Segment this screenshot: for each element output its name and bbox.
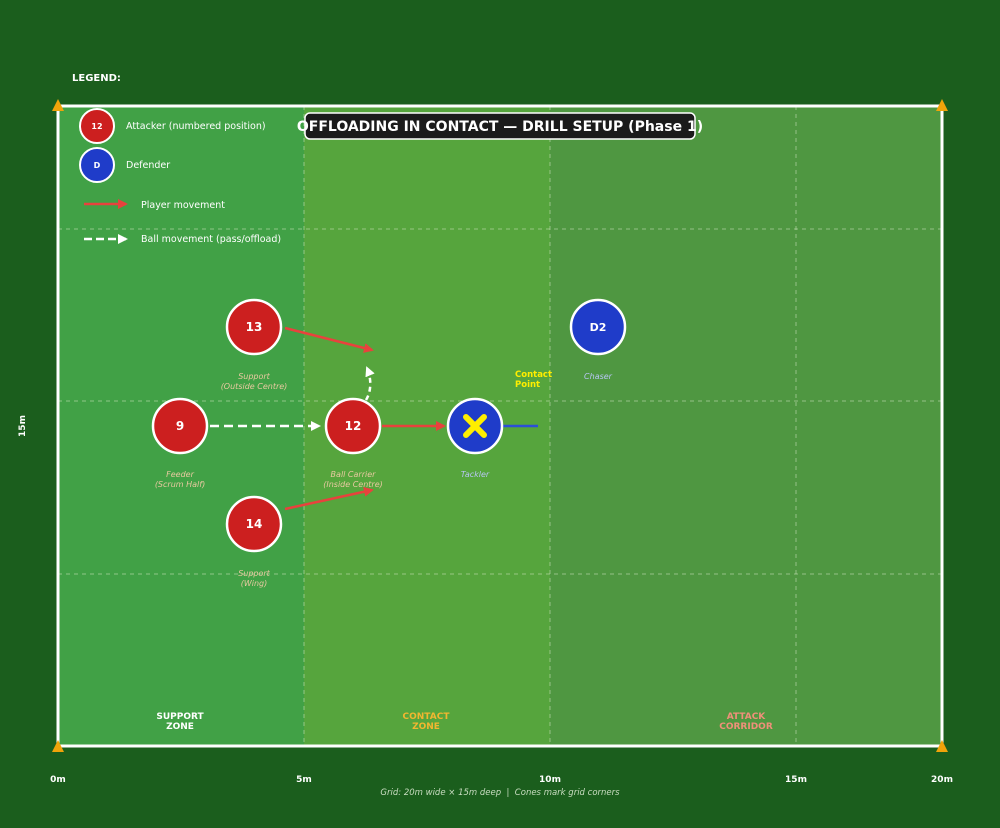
legend-defender-label: Defender: [126, 160, 170, 171]
player-9: [151, 397, 209, 455]
support-zone-label-line2: ZONE: [166, 722, 194, 732]
defender-d2: [569, 298, 627, 356]
grid-lines: [58, 106, 942, 746]
player-12-number: 12: [345, 419, 362, 433]
attack-corridor-label-line2: CORRIDOR: [719, 722, 773, 732]
corner-cones: [52, 99, 948, 752]
y-axis-label: 15m: [18, 415, 28, 437]
player-13: [225, 298, 283, 356]
cone-top-right-icon: [936, 99, 948, 111]
attack-corridor-label: ATTACK: [727, 712, 767, 722]
defender-d2-number: D2: [590, 321, 607, 334]
support-zone-label: SUPPORT: [156, 712, 204, 722]
cone-top-left-icon: [52, 99, 64, 111]
legend-player-movement-label: Player movement: [141, 200, 225, 211]
cone-bottom-right-icon: [936, 740, 948, 752]
player-13-number: 13: [246, 320, 263, 334]
grid-footnote: Grid: 20m wide × 15m deep | Cones mark g…: [380, 788, 620, 798]
player-12-role: Ball Carrier: [331, 470, 377, 479]
contact-zone-label-line2: ZONE: [412, 722, 440, 732]
player-9-number: 9: [176, 419, 184, 433]
legend-attacker-icon: [79, 108, 115, 144]
x-tick-20: 20m: [931, 775, 953, 785]
tackler-role: Tackler: [461, 470, 490, 479]
player-9-role-detail: (Scrum Half): [155, 480, 205, 489]
player-14-number: 14: [246, 517, 263, 531]
player-9-role: Feeder: [166, 470, 194, 479]
p13-movement-arrow: [284, 326, 374, 353]
legend-heading: LEGEND:: [72, 73, 121, 84]
contact-point-label: Contact: [515, 370, 552, 380]
contact-point-label-line2: Point: [515, 380, 540, 390]
legend-defender-badge: D: [94, 161, 101, 170]
p14-movement-arrow: [284, 486, 374, 511]
player-12: [324, 397, 382, 455]
cone-bottom-left-icon: [52, 740, 64, 752]
legend-ball-movement-label: Ball movement (pass/offload): [141, 234, 281, 245]
legend-attacker-badge: 12: [91, 122, 102, 131]
legend-defender-icon: [79, 147, 115, 183]
drill-title: OFFLOADING IN CONTACT — DRILL SETUP (Pha…: [297, 119, 703, 135]
offload-arrow: [364, 366, 375, 401]
player-14: [225, 495, 283, 553]
player-14-role: Support: [238, 569, 270, 578]
player-13-role: Support: [238, 372, 270, 381]
player-12-role-detail: (Inside Centre): [323, 480, 383, 489]
field-border: [56, 104, 944, 748]
title-box: [304, 112, 696, 140]
x-tick-15: 15m: [785, 775, 807, 785]
x-tick-10: 10m: [539, 775, 561, 785]
contact-cross-icon: [463, 414, 487, 438]
player-13-role-detail: (Outside Centre): [221, 382, 288, 391]
x-tick-5: 5m: [296, 775, 312, 785]
defender-d2-role: Chaser: [584, 372, 613, 381]
legend-attacker-label: Attacker (numbered position): [126, 121, 266, 132]
x-tick-0: 0m: [50, 775, 66, 785]
attack-corridor: [550, 106, 942, 746]
player-14-role-detail: (Wing): [241, 579, 268, 588]
contact-zone-label: CONTACT: [403, 712, 451, 722]
